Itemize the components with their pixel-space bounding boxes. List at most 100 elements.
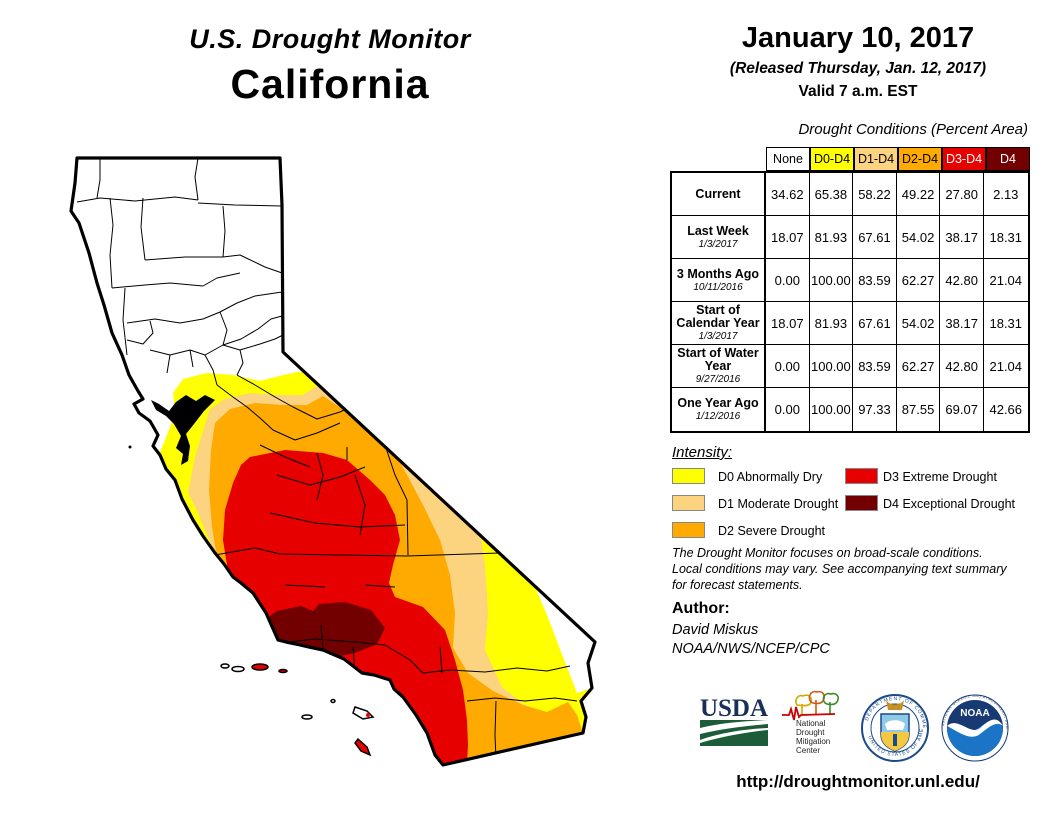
legend-label-d3: D3 Extreme Drought (883, 470, 997, 484)
table-cell: 18.07 (766, 216, 810, 258)
legend-swatch-d3 (845, 468, 878, 484)
table-cell: 2.13 (993, 186, 1019, 202)
author-heading: Author: (672, 600, 730, 617)
table-cell: 87.55 (897, 388, 941, 431)
agency-logos: USDA National Drought Mitigation Center … (688, 686, 1020, 770)
noaa-text: NOAA (960, 708, 989, 719)
date-block: January 10, 2017 (Released Thursday, Jan… (660, 22, 1056, 101)
table-cell: 62.27 (897, 259, 941, 301)
col-header-d4: D4 (986, 147, 1030, 171)
table-cell: 54.02 (897, 216, 941, 258)
svg-text:Drought: Drought (796, 728, 825, 737)
table-cell: 21.04 (989, 358, 1023, 374)
table-cell: 21.04 (989, 272, 1023, 288)
col-header-d2d4: D2-D4 (898, 147, 942, 171)
legend-label-d0: D0 Abnormally Dry (718, 470, 823, 484)
channel-islands (128, 445, 375, 757)
legend-swatch-d4 (845, 495, 878, 511)
row-label: Current (695, 186, 741, 201)
table-cell: 97.33 (853, 388, 897, 431)
table-cell: 100.00 (810, 388, 854, 431)
row-date: 1/3/2017 (698, 331, 738, 342)
california-drought-map (55, 145, 665, 800)
table-row: Current 34.62 65.38 58.22 49.22 27.80 2.… (672, 173, 1028, 216)
table-cell: 81.93 (810, 302, 854, 344)
region-none-southeast (535, 587, 595, 693)
state-title: California (230, 61, 430, 107)
table-cell: 18.31 (989, 315, 1023, 331)
table-cell: 38.17 (940, 216, 984, 258)
table-cell: 27.80 (940, 173, 984, 215)
map-date: January 10, 2017 (741, 22, 975, 54)
table-cell: 42.66 (989, 402, 1023, 417)
table-cell: 62.27 (897, 345, 941, 387)
col-header-d3d4: D3-D4 (942, 147, 986, 171)
table-cell: 67.61 (853, 302, 897, 344)
legend-label-d4: D4 Exceptional Drought (883, 497, 1016, 511)
table-cell: 18.31 (989, 229, 1023, 245)
table-row: Start of Calendar Year 1/3/2017 18.07 81.… (672, 302, 1028, 345)
row-date: 10/11/2016 (693, 281, 743, 293)
table-caption: Drought Conditions (Percent Area) (798, 121, 1028, 138)
valid-time: Valid 7 a.m. EST (798, 83, 918, 100)
drought-conditions-table: None D0-D4 D1-D4 D2-D4 D3-D4 D4 Current … (670, 147, 1030, 433)
table-cell: 0.00 (766, 388, 810, 431)
table-cell: 69.07 (940, 388, 984, 431)
table-cell: 0.00 (766, 345, 810, 387)
row-label: Start of Calendar Year (676, 303, 760, 330)
table-cell: 83.59 (853, 259, 897, 301)
row-label: One Year Ago (677, 396, 759, 410)
ndmc-logo-icon: National Drought Mitigation Center (782, 690, 839, 755)
table-cell: 100.00 (810, 345, 854, 387)
table-cell: 34.62 (766, 173, 810, 215)
row-label: Start of Water Year (677, 346, 759, 373)
legend-label-d2: D2 Severe Drought (718, 524, 826, 538)
california-outline (69, 156, 597, 767)
table-cell: 67.61 (853, 216, 897, 258)
row-date: 9/27/2016 (695, 374, 741, 385)
col-header-d1d4: D1-D4 (854, 147, 898, 171)
svg-text:Center: Center (796, 746, 820, 755)
legend-title: Intensity: (672, 444, 733, 461)
author-name: David Miskus (672, 622, 759, 638)
table-row: Start of Water Year 9/27/2016 0.00 100.00… (672, 345, 1028, 388)
col-header-none: None (766, 147, 810, 171)
table-cell: 42.80 (940, 345, 984, 387)
table-cell: 42.80 (940, 259, 984, 301)
table-cell: 49.22 (897, 173, 941, 215)
header-spacer (670, 147, 766, 171)
table-cell: 58.22 (853, 173, 897, 215)
row-date: 1/3/2017 (698, 238, 738, 250)
table-cell: 38.17 (940, 302, 984, 344)
row-label: 3 Months Ago (676, 266, 760, 281)
legend-label-d1: D1 Moderate Drought (718, 497, 839, 511)
legend-swatch-d1 (672, 495, 705, 511)
title-block: U.S. Drought Monitor California (90, 24, 570, 108)
svg-text:National: National (796, 719, 826, 728)
col-header-d0d4: D0-D4 (810, 147, 854, 171)
county-boundaries-north (76, 158, 312, 386)
svg-text:Mitigation: Mitigation (796, 737, 830, 746)
legend-swatch-d2 (672, 522, 705, 538)
table-row: One Year Ago 1/12/2016 0.00 100.00 97.33 … (672, 388, 1028, 431)
table-header-row: None D0-D4 D1-D4 D2-D4 D3-D4 D4 (670, 147, 1030, 171)
usda-text: USDA (700, 695, 768, 722)
drought-monitor-url[interactable]: http://droughtmonitor.unl.edu/ (736, 772, 980, 791)
row-date: 1/12/2016 (695, 411, 741, 422)
table-cell: 81.93 (810, 216, 854, 258)
table-cell: 54.02 (897, 302, 941, 344)
page-title: U.S. Drought Monitor (189, 24, 471, 54)
table-cell: 0.00 (766, 259, 810, 301)
author-org: NOAA/NWS/NCEP/CPC (672, 641, 830, 657)
table-cell: 83.59 (853, 345, 897, 387)
table-row: Last Week 1/3/2017 18.07 81.93 67.61 54.0… (672, 216, 1028, 259)
table-cell: 100.00 (810, 259, 854, 301)
table-body: Current 34.62 65.38 58.22 49.22 27.80 2.… (670, 171, 1030, 433)
table-cell: 18.07 (766, 302, 810, 344)
table-row: 3 Months Ago 10/11/2016 0.00 100.00 83.59… (672, 259, 1028, 302)
release-date: (Released Thursday, Jan. 12, 2017) (729, 60, 987, 77)
row-label: Last Week (687, 223, 749, 238)
usda-logo-icon: USDA (700, 695, 768, 746)
san-francisco-bay (151, 395, 215, 465)
legend-swatch-d0 (672, 468, 705, 484)
